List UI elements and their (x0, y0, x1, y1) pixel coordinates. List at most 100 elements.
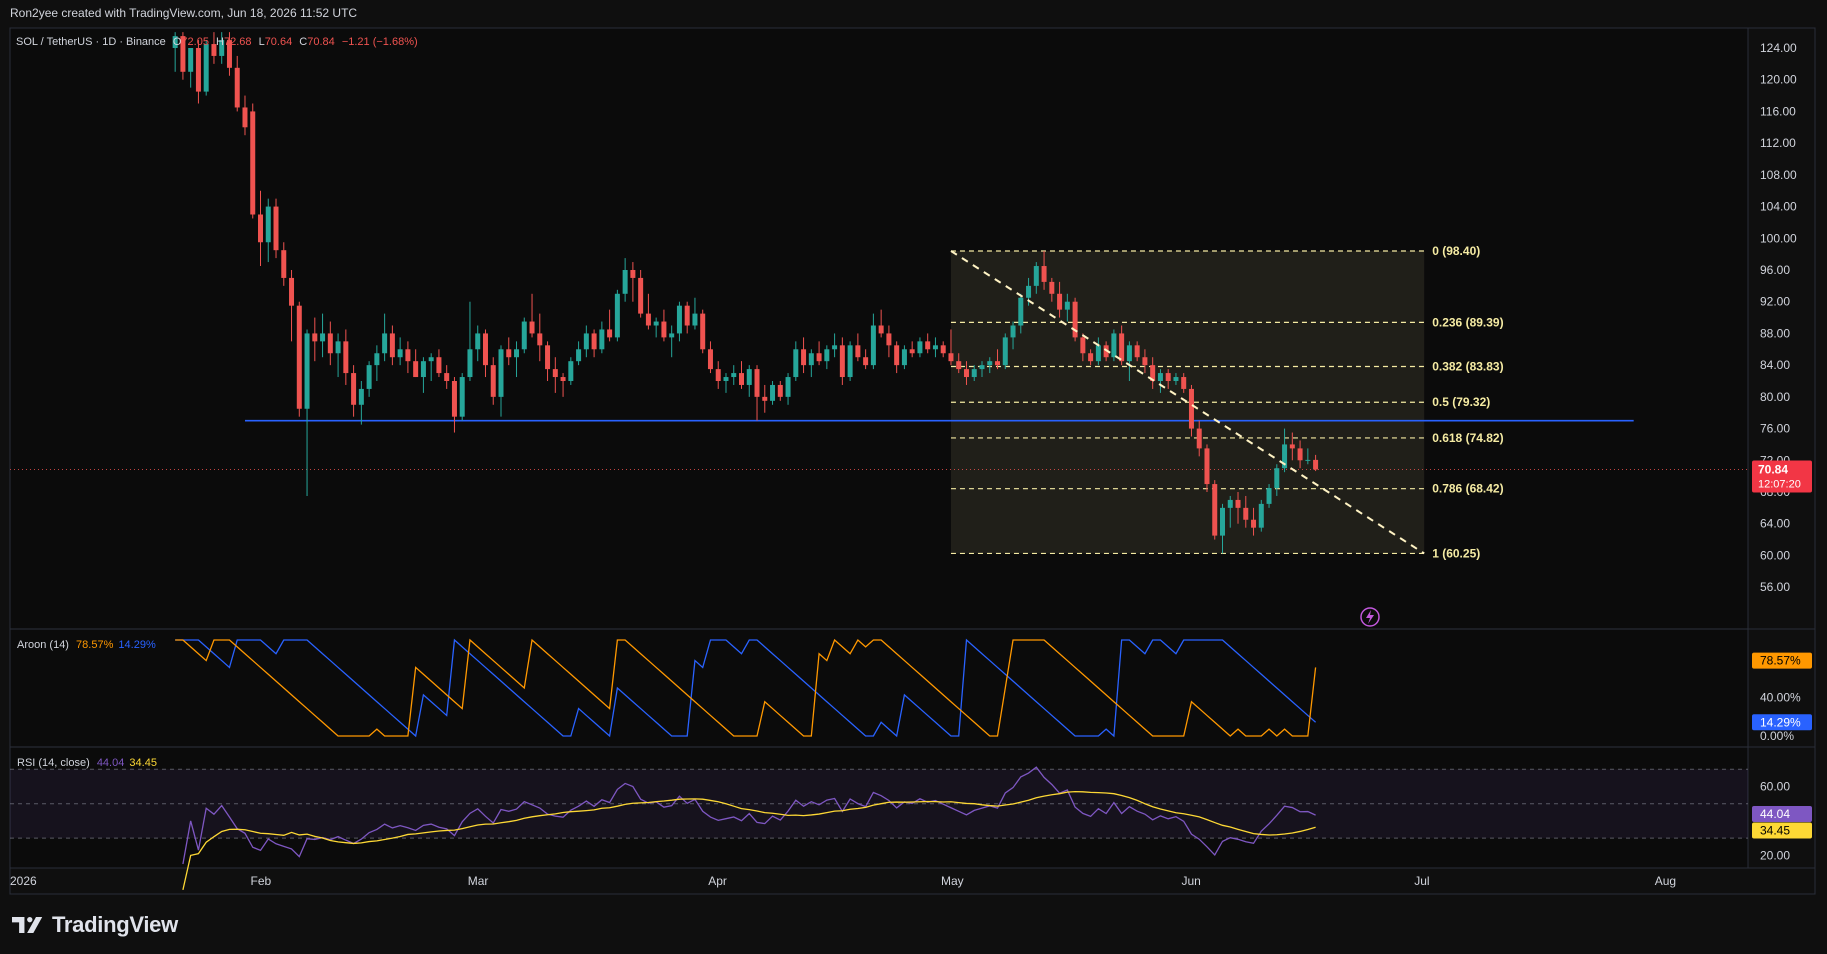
candle (1204, 444, 1210, 492)
candle-body (358, 388, 364, 405)
candle (785, 373, 791, 405)
candle-body (226, 40, 232, 68)
candle (886, 325, 892, 358)
o-label: O (172, 36, 182, 48)
candle-body (576, 349, 582, 362)
candle (188, 48, 194, 88)
last-price-tag-bg (1752, 460, 1812, 493)
candle (1297, 440, 1303, 469)
symbol-name[interactable]: SOL / TetherUS · 1D · Binance (16, 36, 166, 48)
candle (754, 365, 760, 421)
candle (909, 341, 915, 358)
candle (1235, 492, 1241, 524)
candle (1057, 281, 1063, 318)
candle (211, 32, 217, 64)
candle (979, 361, 985, 378)
candle-body (514, 349, 520, 358)
candle-body (397, 349, 403, 358)
candle (1119, 325, 1125, 366)
candle-body (537, 333, 543, 346)
candle-body (723, 377, 729, 381)
candle (777, 381, 783, 401)
candle (669, 325, 675, 358)
candle (195, 40, 201, 104)
candle (180, 32, 186, 80)
time-tick-label: Feb (251, 874, 272, 888)
candle-body (281, 250, 287, 278)
candle-body (374, 353, 380, 366)
candle (258, 190, 263, 267)
aroon-down-value: 14.29% (118, 639, 156, 651)
candle (382, 313, 388, 362)
candle (1002, 333, 1008, 370)
candle (1274, 464, 1280, 496)
candle (707, 341, 713, 374)
aroon-down-tag-text: 14.29% (1760, 715, 1801, 729)
candle-body (180, 36, 186, 72)
candle-body (995, 361, 1001, 366)
candle-body (420, 361, 426, 378)
candle (1305, 448, 1311, 465)
candle (389, 325, 395, 366)
price-tick-label: 112.00 (1760, 136, 1796, 150)
candle (273, 198, 279, 259)
candle-body (700, 313, 706, 350)
candle-body (1080, 337, 1086, 354)
aroon-up-value: 78.57% (76, 639, 114, 651)
candle-body (963, 369, 969, 378)
candle-body (940, 345, 946, 354)
candle-body (1266, 488, 1272, 504)
candle (1188, 384, 1194, 437)
candle-body (234, 67, 240, 108)
candle-body (273, 206, 279, 251)
candle (816, 341, 822, 366)
price-tick-label: 56.00 (1760, 580, 1790, 594)
candle-body (1150, 365, 1156, 381)
candle-body (878, 325, 884, 334)
candle (863, 349, 869, 370)
price-tick-label: 64.00 (1760, 517, 1790, 531)
time-tick-label: Jun (1181, 874, 1200, 888)
candle (1018, 293, 1024, 334)
candle (428, 353, 434, 381)
candle-body (467, 349, 473, 378)
candle-body (289, 277, 295, 306)
candle-body (607, 329, 613, 338)
candle (226, 32, 232, 76)
candle-body (971, 369, 977, 378)
l-value: 70.64 (264, 36, 293, 48)
candle (312, 317, 318, 362)
tradingview-logo[interactable]: TradingView (12, 912, 178, 938)
candle (1095, 337, 1101, 366)
candle-body (1235, 499, 1241, 508)
candle-body (917, 341, 923, 354)
candle (1196, 420, 1202, 457)
candle-body (925, 341, 931, 350)
candle (901, 345, 907, 370)
candle-body (793, 349, 799, 378)
aroon-legend[interactable]: Aroon (14) 78.57% 14.29% (17, 639, 156, 651)
tradingview-brand: TradingView (52, 912, 178, 937)
aroon-down-line (175, 638, 1317, 738)
candle-body (1072, 301, 1078, 338)
candle-body (684, 305, 690, 326)
candle-body (731, 373, 737, 378)
candle-body (242, 107, 248, 128)
candle-body (1243, 507, 1249, 520)
candle (444, 365, 450, 389)
candle-body (839, 345, 845, 378)
candle (963, 361, 969, 385)
candle-body (1018, 297, 1024, 326)
candle-body (591, 333, 597, 350)
candle (1064, 293, 1070, 322)
rsi-legend[interactable]: RSI (14, close) 44.04 34.45 (17, 757, 157, 769)
candle-body (312, 333, 318, 342)
candle (1181, 373, 1187, 393)
candle (878, 309, 884, 338)
candle (917, 337, 923, 358)
last-price-value: 70.84 (1758, 462, 1788, 476)
rsi-tick-label: 60.00 (1760, 779, 1790, 793)
aroon-down-tag (1752, 714, 1812, 731)
candle (700, 309, 706, 354)
